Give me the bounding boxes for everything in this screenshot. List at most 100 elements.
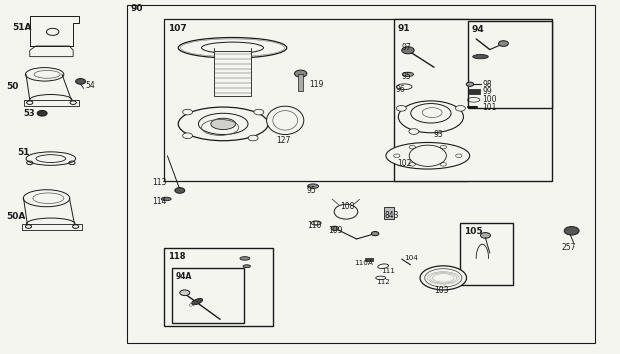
Text: 51A: 51A [12, 23, 32, 32]
Ellipse shape [161, 197, 171, 201]
Bar [384, 207, 394, 219]
Circle shape [331, 226, 339, 230]
Ellipse shape [311, 221, 321, 225]
Text: 97: 97 [402, 43, 412, 52]
Ellipse shape [334, 204, 358, 219]
Bar [394, 19, 552, 181]
Ellipse shape [240, 257, 250, 260]
Text: 99: 99 [482, 87, 492, 96]
Text: 127: 127 [276, 136, 290, 145]
Ellipse shape [472, 55, 489, 59]
Text: 95: 95 [307, 185, 317, 195]
Circle shape [480, 233, 490, 238]
Circle shape [402, 47, 414, 54]
Text: 50A: 50A [6, 212, 25, 221]
Circle shape [183, 133, 193, 138]
Bar [365, 258, 373, 261]
Text: 110: 110 [307, 221, 321, 230]
Text: 114: 114 [152, 196, 166, 206]
Ellipse shape [26, 152, 76, 165]
Ellipse shape [402, 72, 414, 76]
Bar [127, 5, 595, 343]
Text: 104: 104 [404, 255, 418, 261]
Ellipse shape [243, 265, 250, 268]
Text: 108: 108 [340, 201, 354, 211]
Text: 53: 53 [24, 109, 35, 118]
Circle shape [76, 79, 86, 84]
Text: 94A: 94A [176, 272, 192, 281]
Bar [469, 89, 480, 94]
Text: 100: 100 [482, 95, 497, 104]
Text: 113: 113 [152, 178, 166, 187]
Ellipse shape [202, 42, 264, 53]
Circle shape [396, 105, 406, 111]
Circle shape [409, 145, 446, 166]
Circle shape [564, 227, 579, 235]
Text: 54: 54 [86, 81, 95, 90]
Text: 90: 90 [130, 4, 143, 13]
Text: 109: 109 [329, 226, 343, 235]
Text: 110A: 110A [355, 260, 373, 266]
Text: 98: 98 [482, 80, 492, 89]
Ellipse shape [179, 38, 286, 58]
Bar [172, 268, 244, 323]
Text: 96: 96 [396, 85, 405, 94]
Text: eReplacementParts.com: eReplacementParts.com [246, 172, 374, 182]
Circle shape [254, 109, 264, 115]
Ellipse shape [267, 106, 304, 135]
Bar [298, 74, 303, 91]
Ellipse shape [386, 142, 470, 169]
Text: 112: 112 [376, 280, 389, 285]
Text: 103: 103 [434, 286, 448, 296]
Text: 93: 93 [434, 130, 444, 139]
Circle shape [294, 70, 307, 77]
Text: 91: 91 [397, 24, 410, 33]
Ellipse shape [211, 118, 236, 130]
Circle shape [456, 105, 466, 111]
Circle shape [248, 135, 258, 141]
Ellipse shape [36, 155, 66, 162]
Ellipse shape [420, 266, 466, 290]
Bar [460, 223, 513, 285]
Circle shape [498, 41, 508, 46]
Bar [214, 51, 251, 96]
Polygon shape [30, 46, 73, 57]
Text: 51: 51 [17, 148, 30, 157]
Text: 111: 111 [381, 268, 394, 274]
Ellipse shape [308, 184, 319, 188]
Text: 94: 94 [472, 25, 485, 34]
Ellipse shape [25, 68, 64, 81]
Ellipse shape [179, 107, 268, 141]
Circle shape [183, 109, 193, 115]
Ellipse shape [422, 108, 442, 118]
Text: 105: 105 [464, 227, 482, 236]
Ellipse shape [24, 190, 69, 207]
Circle shape [175, 188, 185, 193]
Polygon shape [30, 16, 79, 46]
Bar [22, 224, 82, 230]
Ellipse shape [192, 298, 203, 305]
Ellipse shape [410, 103, 451, 123]
Ellipse shape [398, 101, 463, 133]
Circle shape [466, 82, 474, 86]
Bar [468, 21, 552, 108]
Text: 843: 843 [384, 211, 399, 221]
Circle shape [371, 232, 379, 236]
Text: 50: 50 [6, 82, 19, 91]
Circle shape [180, 290, 190, 296]
Ellipse shape [198, 113, 248, 135]
Bar [164, 19, 468, 181]
Text: 101: 101 [482, 103, 497, 112]
Ellipse shape [30, 95, 72, 105]
Ellipse shape [27, 218, 75, 229]
Text: 119: 119 [309, 80, 323, 90]
Text: 95: 95 [402, 72, 412, 81]
Text: 257: 257 [562, 242, 576, 252]
Text: 102: 102 [397, 159, 411, 168]
Bar [24, 100, 79, 106]
Text: 118: 118 [168, 252, 185, 261]
Text: 107: 107 [168, 24, 187, 33]
Circle shape [37, 110, 47, 116]
Bar [164, 248, 273, 326]
Circle shape [409, 129, 419, 135]
